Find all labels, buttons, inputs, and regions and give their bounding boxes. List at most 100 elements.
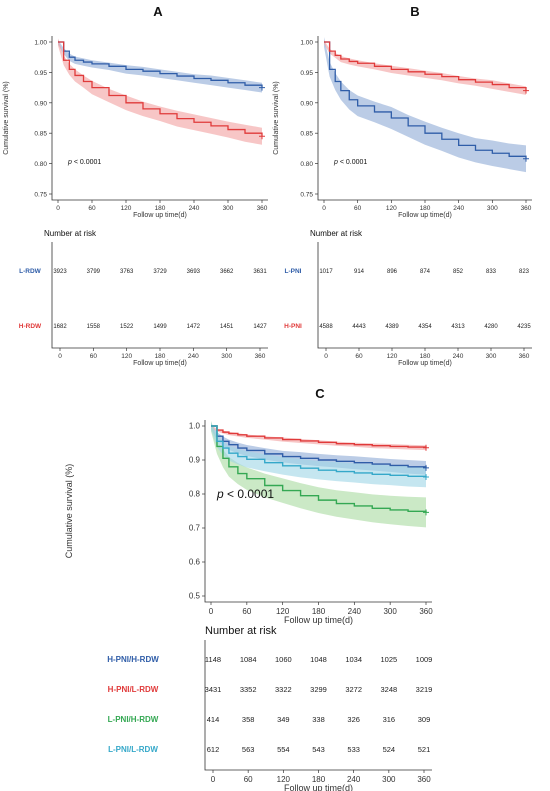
risk-x-tick-label: 0 bbox=[211, 775, 216, 784]
p-symbol: p bbox=[216, 487, 224, 501]
risk-count: 3693 bbox=[187, 269, 201, 275]
y-tick-label: 0.90 bbox=[300, 100, 313, 107]
risk-count: 3729 bbox=[153, 269, 167, 275]
risk-x-tick-label: 360 bbox=[255, 353, 266, 360]
risk-count: 833 bbox=[486, 269, 497, 275]
censor-mark bbox=[423, 444, 429, 451]
risk-count: 4313 bbox=[451, 324, 465, 330]
x-tick-label: 60 bbox=[242, 607, 251, 616]
survival-curve-l-pni bbox=[324, 41, 527, 159]
risk-table-axes bbox=[204, 640, 432, 771]
risk-count: 874 bbox=[420, 269, 431, 275]
risk-group-label: L-RDW bbox=[19, 268, 42, 275]
y-tick-label: 1.0 bbox=[189, 422, 201, 431]
risk-x-tick-label: 60 bbox=[355, 353, 363, 360]
p-value-text: < 0.0001 bbox=[338, 159, 367, 166]
x-axis-label: Follow up time(d) bbox=[133, 212, 187, 219]
p-value-annotation: p < 0.0001 bbox=[216, 487, 274, 501]
risk-count: 316 bbox=[383, 715, 396, 724]
confidence-band-h-pni-h-rdw bbox=[211, 423, 426, 475]
panel-c: C 0.5 0.6 0.7 0.8 0.9 1.0 0 60 120 180 240 300 360 Fol… bbox=[64, 386, 433, 791]
y-tick-label: 0.95 bbox=[34, 70, 47, 77]
risk-count: 1060 bbox=[275, 655, 292, 664]
risk-count: 852 bbox=[453, 269, 464, 275]
risk-count: 4280 bbox=[484, 324, 498, 330]
risk-x-tick-label: 0 bbox=[324, 353, 328, 360]
x-tick-label: 360 bbox=[419, 607, 433, 616]
y-tick-label: 0.7 bbox=[189, 524, 201, 533]
risk-table-title: Number at risk bbox=[310, 229, 363, 238]
risk-count: 1558 bbox=[87, 324, 101, 330]
survival-curve-l-rdw bbox=[58, 41, 263, 88]
risk-group-label: H-PNI/H-RDW bbox=[107, 655, 159, 664]
risk-count: 3322 bbox=[275, 685, 292, 694]
risk-count: 3763 bbox=[120, 269, 134, 275]
risk-count: 524 bbox=[383, 745, 396, 754]
censor-mark bbox=[259, 84, 265, 91]
risk-count: 4443 bbox=[352, 324, 366, 330]
x-tick-label: 300 bbox=[383, 607, 397, 616]
risk-x-tick-label: 240 bbox=[453, 353, 464, 360]
risk-x-axis-label: Follow up time(d) bbox=[133, 360, 187, 367]
risk-group-label: H-PNI bbox=[284, 323, 302, 330]
risk-count: 612 bbox=[207, 745, 220, 754]
risk-count: 896 bbox=[387, 269, 398, 275]
x-tick-label: 360 bbox=[257, 205, 268, 212]
panel-a: A 0.75 0.80 0.85 0.90 0.95 1.00 0 60 120 180 240 300… bbox=[3, 4, 268, 367]
risk-count: 414 bbox=[207, 715, 220, 724]
risk-count: 521 bbox=[418, 745, 431, 754]
y-tick-label: 0.5 bbox=[189, 592, 201, 601]
p-symbol: p bbox=[333, 159, 338, 166]
risk-group-label: H-RDW bbox=[19, 323, 42, 330]
x-tick-label: 240 bbox=[189, 205, 200, 212]
risk-x-tick-label: 60 bbox=[244, 775, 253, 784]
risk-x-tick-label: 360 bbox=[519, 353, 530, 360]
survival-curve-l-pni-h-rdw bbox=[211, 425, 427, 513]
confidence-band-h-pni-l-rdw bbox=[211, 424, 426, 451]
x-tick-label: 240 bbox=[453, 205, 464, 212]
risk-count: 1472 bbox=[187, 324, 201, 330]
plot-axes bbox=[204, 420, 432, 603]
risk-x-tick-label: 120 bbox=[387, 353, 398, 360]
risk-count: 1017 bbox=[319, 269, 333, 275]
censor-mark bbox=[423, 464, 429, 471]
x-tick-label: 300 bbox=[223, 205, 234, 212]
y-tick-label: 0.6 bbox=[189, 558, 201, 567]
x-tick-label: 120 bbox=[121, 205, 132, 212]
confidence-band-l-pni-l-rdw bbox=[211, 421, 426, 488]
x-tick-label: 0 bbox=[56, 205, 60, 212]
risk-x-tick-label: 300 bbox=[221, 353, 232, 360]
risk-count: 3431 bbox=[205, 685, 222, 694]
x-tick-label: 180 bbox=[420, 205, 431, 212]
p-value-text: < 0.0001 bbox=[224, 487, 275, 501]
risk-group-label: L-PNI/L-RDW bbox=[108, 745, 158, 754]
y-axis-label: Cumulative survival (%) bbox=[273, 81, 280, 155]
risk-count: 1522 bbox=[120, 324, 134, 330]
x-tick-label: 120 bbox=[276, 607, 290, 616]
confidence-band-l-pni bbox=[324, 37, 526, 173]
risk-x-tick-label: 120 bbox=[121, 353, 132, 360]
risk-table-axes bbox=[317, 242, 532, 349]
risk-x-tick-label: 180 bbox=[420, 353, 431, 360]
risk-count: 543 bbox=[312, 745, 325, 754]
y-axis-label: Cumulative survival (%) bbox=[3, 81, 10, 155]
risk-count: 1048 bbox=[310, 655, 327, 664]
risk-count: 3272 bbox=[345, 685, 362, 694]
y-tick-label: 0.85 bbox=[34, 131, 47, 138]
risk-x-tick-label: 300 bbox=[486, 353, 497, 360]
panel-b: B 0.75 0.80 0.85 0.90 0.95 1.00 0 60 120 180 240 300… bbox=[273, 4, 532, 367]
confidence-band-l-pni-h-rdw bbox=[211, 420, 426, 528]
x-tick-label: 360 bbox=[521, 205, 532, 212]
risk-count: 1025 bbox=[380, 655, 397, 664]
y-tick-label: 0.80 bbox=[34, 161, 47, 168]
survival-curve-h-pni bbox=[324, 41, 527, 91]
risk-count: 563 bbox=[242, 745, 255, 754]
p-value-annotation: p < 0.0001 bbox=[333, 159, 367, 166]
survival-curve-l-pni-l-rdw bbox=[211, 425, 427, 478]
risk-count: 3799 bbox=[87, 269, 101, 275]
p-value-annotation: p < 0.0001 bbox=[67, 159, 101, 166]
risk-count: 1682 bbox=[53, 324, 67, 330]
risk-count: 4588 bbox=[319, 324, 333, 330]
risk-group-label: L-PNI/H-RDW bbox=[108, 715, 159, 724]
risk-count: 1034 bbox=[345, 655, 362, 664]
